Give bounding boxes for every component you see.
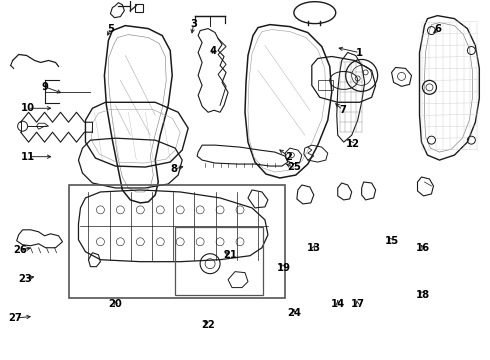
- Text: 17: 17: [350, 299, 365, 309]
- Text: 7: 7: [339, 105, 346, 115]
- Text: 19: 19: [277, 263, 291, 273]
- Bar: [135, 4, 143, 12]
- Text: 6: 6: [435, 24, 441, 35]
- Text: 1: 1: [356, 48, 364, 58]
- Text: 2: 2: [286, 152, 293, 162]
- Text: 16: 16: [416, 243, 430, 253]
- Text: 14: 14: [331, 299, 345, 309]
- Bar: [175, 227, 263, 294]
- Text: 4: 4: [210, 46, 217, 56]
- Text: 24: 24: [287, 308, 301, 318]
- Text: 27: 27: [8, 313, 22, 323]
- Text: 9: 9: [41, 82, 48, 92]
- Bar: [69, 185, 285, 298]
- Text: 15: 15: [385, 236, 399, 246]
- Text: 5: 5: [107, 24, 114, 35]
- Bar: [318, 80, 333, 90]
- Text: 25: 25: [287, 162, 301, 172]
- Text: 18: 18: [416, 290, 430, 300]
- Text: 23: 23: [18, 274, 32, 284]
- Text: 3: 3: [190, 19, 197, 29]
- Text: 8: 8: [171, 164, 178, 174]
- Text: 10: 10: [21, 103, 35, 113]
- Text: 20: 20: [109, 299, 122, 309]
- Text: 11: 11: [21, 152, 35, 162]
- Text: 26: 26: [13, 245, 27, 255]
- Text: 21: 21: [223, 250, 237, 260]
- Text: 12: 12: [345, 139, 360, 149]
- Text: 22: 22: [201, 320, 215, 330]
- Text: 13: 13: [306, 243, 320, 253]
